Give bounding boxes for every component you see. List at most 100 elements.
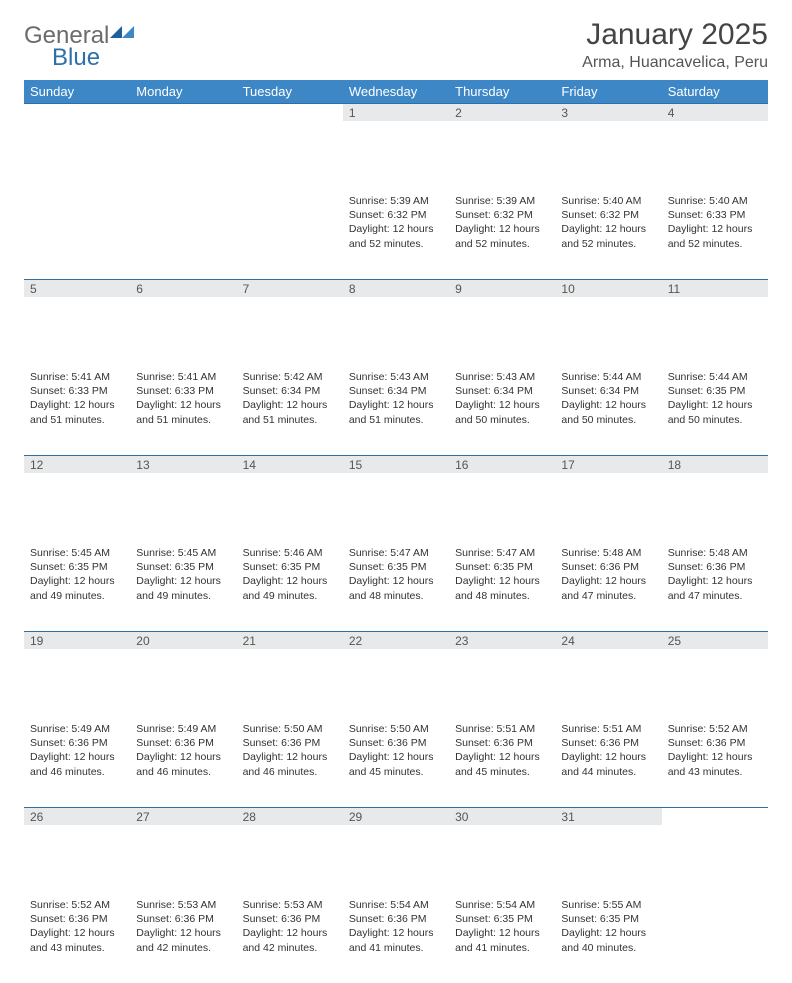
- location: Arma, Huancavelica, Peru: [582, 54, 768, 72]
- sunset-line: Sunset: 6:36 PM: [561, 736, 655, 750]
- sunrise-line: Sunrise: 5:52 AM: [30, 898, 124, 912]
- daylight-line: Daylight: 12 hours and 41 minutes.: [349, 926, 443, 954]
- day-details: Sunrise: 5:40 AMSunset: 6:33 PMDaylight:…: [662, 191, 768, 257]
- day-cell: Sunrise: 5:40 AMSunset: 6:32 PMDaylight:…: [555, 191, 661, 279]
- day-details: Sunrise: 5:53 AMSunset: 6:36 PMDaylight:…: [130, 895, 236, 961]
- sunset-line: Sunset: 6:36 PM: [243, 736, 337, 750]
- day-number: 14: [237, 455, 343, 473]
- day-cell: Sunrise: 5:52 AMSunset: 6:36 PMDaylight:…: [24, 895, 130, 983]
- logo-flag-icon: [109, 24, 135, 49]
- weekday-header: Wednesday: [343, 80, 449, 103]
- day-cell: Sunrise: 5:39 AMSunset: 6:32 PMDaylight:…: [343, 191, 449, 279]
- day-cell: Sunrise: 5:42 AMSunset: 6:34 PMDaylight:…: [237, 367, 343, 455]
- day-details: Sunrise: 5:44 AMSunset: 6:34 PMDaylight:…: [555, 367, 661, 433]
- day-details: Sunrise: 5:40 AMSunset: 6:32 PMDaylight:…: [555, 191, 661, 257]
- sunset-line: Sunset: 6:32 PM: [455, 208, 549, 222]
- day-content-row: Sunrise: 5:39 AMSunset: 6:32 PMDaylight:…: [24, 191, 768, 279]
- logo-text-blue: Blue: [52, 44, 100, 71]
- header: General January 2025 Arma, Huancavelica,…: [24, 18, 768, 72]
- daylight-line: Daylight: 12 hours and 46 minutes.: [30, 750, 124, 778]
- sunrise-line: Sunrise: 5:54 AM: [455, 898, 549, 912]
- weekday-header-row: SundayMondayTuesdayWednesdayThursdayFrid…: [24, 80, 768, 103]
- day-details: Sunrise: 5:43 AMSunset: 6:34 PMDaylight:…: [449, 367, 555, 433]
- month-title: January 2025: [582, 18, 768, 52]
- sunrise-line: Sunrise: 5:48 AM: [561, 546, 655, 560]
- sunrise-line: Sunrise: 5:42 AM: [243, 370, 337, 384]
- sunrise-line: Sunrise: 5:44 AM: [668, 370, 762, 384]
- daylight-line: Daylight: 12 hours and 52 minutes.: [668, 222, 762, 250]
- sunset-line: Sunset: 6:36 PM: [455, 736, 549, 750]
- day-cell: Sunrise: 5:54 AMSunset: 6:35 PMDaylight:…: [449, 895, 555, 983]
- daylight-line: Daylight: 12 hours and 49 minutes.: [30, 574, 124, 602]
- day-details: Sunrise: 5:44 AMSunset: 6:35 PMDaylight:…: [662, 367, 768, 433]
- daylight-line: Daylight: 12 hours and 51 minutes.: [243, 398, 337, 426]
- sunrise-line: Sunrise: 5:50 AM: [349, 722, 443, 736]
- sunrise-line: Sunrise: 5:53 AM: [136, 898, 230, 912]
- day-details: Sunrise: 5:48 AMSunset: 6:36 PMDaylight:…: [555, 543, 661, 609]
- day-number: 15: [343, 455, 449, 473]
- day-number: 5: [24, 279, 130, 297]
- day-cell: [662, 895, 768, 983]
- day-details: Sunrise: 5:51 AMSunset: 6:36 PMDaylight:…: [449, 719, 555, 785]
- day-number: 2: [449, 103, 555, 121]
- sunset-line: Sunset: 6:35 PM: [561, 912, 655, 926]
- day-number: 9: [449, 279, 555, 297]
- daylight-line: Daylight: 12 hours and 51 minutes.: [30, 398, 124, 426]
- sunset-line: Sunset: 6:36 PM: [243, 912, 337, 926]
- day-details: Sunrise: 5:49 AMSunset: 6:36 PMDaylight:…: [130, 719, 236, 785]
- day-cell: Sunrise: 5:53 AMSunset: 6:36 PMDaylight:…: [130, 895, 236, 983]
- day-details: Sunrise: 5:54 AMSunset: 6:35 PMDaylight:…: [449, 895, 555, 961]
- sunset-line: Sunset: 6:36 PM: [349, 736, 443, 750]
- day-number: 3: [555, 103, 661, 121]
- sunrise-line: Sunrise: 5:43 AM: [349, 370, 443, 384]
- day-number: [24, 103, 130, 121]
- day-cell: Sunrise: 5:48 AMSunset: 6:36 PMDaylight:…: [555, 543, 661, 631]
- day-cell: Sunrise: 5:53 AMSunset: 6:36 PMDaylight:…: [237, 895, 343, 983]
- daylight-line: Daylight: 12 hours and 42 minutes.: [243, 926, 337, 954]
- day-cell: Sunrise: 5:45 AMSunset: 6:35 PMDaylight:…: [24, 543, 130, 631]
- day-content-row: Sunrise: 5:49 AMSunset: 6:36 PMDaylight:…: [24, 719, 768, 807]
- daylight-line: Daylight: 12 hours and 49 minutes.: [136, 574, 230, 602]
- day-number: 31: [555, 807, 661, 825]
- day-cell: Sunrise: 5:55 AMSunset: 6:35 PMDaylight:…: [555, 895, 661, 983]
- sunrise-line: Sunrise: 5:43 AM: [455, 370, 549, 384]
- day-number-row: 262728293031: [24, 807, 768, 895]
- day-cell: Sunrise: 5:44 AMSunset: 6:35 PMDaylight:…: [662, 367, 768, 455]
- day-cell: Sunrise: 5:51 AMSunset: 6:36 PMDaylight:…: [449, 719, 555, 807]
- day-cell: Sunrise: 5:54 AMSunset: 6:36 PMDaylight:…: [343, 895, 449, 983]
- day-details: Sunrise: 5:45 AMSunset: 6:35 PMDaylight:…: [24, 543, 130, 609]
- day-number: 17: [555, 455, 661, 473]
- day-number: 30: [449, 807, 555, 825]
- sunset-line: Sunset: 6:35 PM: [349, 560, 443, 574]
- day-number: 25: [662, 631, 768, 649]
- sunrise-line: Sunrise: 5:40 AM: [668, 194, 762, 208]
- sunset-line: Sunset: 6:33 PM: [30, 384, 124, 398]
- sunrise-line: Sunrise: 5:49 AM: [30, 722, 124, 736]
- daylight-line: Daylight: 12 hours and 49 minutes.: [243, 574, 337, 602]
- day-details: Sunrise: 5:53 AMSunset: 6:36 PMDaylight:…: [237, 895, 343, 961]
- day-cell: Sunrise: 5:48 AMSunset: 6:36 PMDaylight:…: [662, 543, 768, 631]
- day-details: Sunrise: 5:42 AMSunset: 6:34 PMDaylight:…: [237, 367, 343, 433]
- day-cell: Sunrise: 5:41 AMSunset: 6:33 PMDaylight:…: [130, 367, 236, 455]
- sunset-line: Sunset: 6:36 PM: [561, 560, 655, 574]
- day-cell: Sunrise: 5:40 AMSunset: 6:33 PMDaylight:…: [662, 191, 768, 279]
- daylight-line: Daylight: 12 hours and 42 minutes.: [136, 926, 230, 954]
- day-number: 24: [555, 631, 661, 649]
- day-cell: Sunrise: 5:39 AMSunset: 6:32 PMDaylight:…: [449, 191, 555, 279]
- sunset-line: Sunset: 6:36 PM: [349, 912, 443, 926]
- sunset-line: Sunset: 6:35 PM: [455, 912, 549, 926]
- sunrise-line: Sunrise: 5:41 AM: [30, 370, 124, 384]
- daylight-line: Daylight: 12 hours and 48 minutes.: [349, 574, 443, 602]
- day-number: [237, 103, 343, 121]
- daylight-line: Daylight: 12 hours and 51 minutes.: [349, 398, 443, 426]
- sunset-line: Sunset: 6:35 PM: [30, 560, 124, 574]
- sunrise-line: Sunrise: 5:49 AM: [136, 722, 230, 736]
- sunrise-line: Sunrise: 5:50 AM: [243, 722, 337, 736]
- day-details: Sunrise: 5:49 AMSunset: 6:36 PMDaylight:…: [24, 719, 130, 785]
- sunrise-line: Sunrise: 5:47 AM: [455, 546, 549, 560]
- sunset-line: Sunset: 6:36 PM: [136, 912, 230, 926]
- sunrise-line: Sunrise: 5:51 AM: [455, 722, 549, 736]
- day-number: 26: [24, 807, 130, 825]
- daylight-line: Daylight: 12 hours and 46 minutes.: [243, 750, 337, 778]
- daylight-line: Daylight: 12 hours and 50 minutes.: [561, 398, 655, 426]
